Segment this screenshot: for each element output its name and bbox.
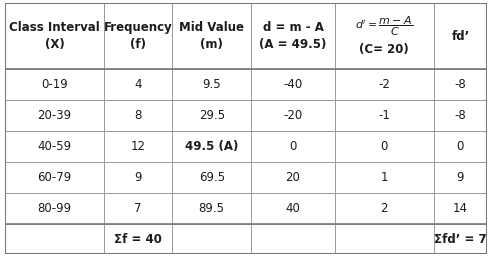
Text: 29.5: 29.5 xyxy=(199,109,225,122)
Text: 20-39: 20-39 xyxy=(37,109,71,122)
Bar xyxy=(251,131,335,162)
Bar xyxy=(5,100,104,131)
Text: Class Interval
(X): Class Interval (X) xyxy=(9,21,100,51)
Bar xyxy=(172,162,251,193)
Text: $d' = \dfrac{m-A}{C}$: $d' = \dfrac{m-A}{C}$ xyxy=(355,14,413,38)
Bar xyxy=(251,3,335,69)
Text: 20: 20 xyxy=(285,171,301,184)
Bar xyxy=(104,3,172,69)
Bar xyxy=(5,162,104,193)
Bar xyxy=(434,193,487,224)
Text: 40-59: 40-59 xyxy=(37,140,71,153)
Text: 0: 0 xyxy=(289,140,297,153)
Bar xyxy=(335,3,434,69)
Text: 0-19: 0-19 xyxy=(41,78,68,91)
Text: 9: 9 xyxy=(457,171,464,184)
Text: Σfd’ = 7: Σfd’ = 7 xyxy=(434,233,487,246)
Text: 0: 0 xyxy=(381,140,388,153)
Bar xyxy=(434,162,487,193)
Bar xyxy=(104,162,172,193)
Bar xyxy=(434,3,487,69)
Text: -8: -8 xyxy=(455,78,466,91)
Text: -40: -40 xyxy=(283,78,303,91)
Text: 9: 9 xyxy=(134,171,142,184)
Text: Mid Value
(m): Mid Value (m) xyxy=(179,21,244,51)
Bar xyxy=(251,224,335,254)
Bar xyxy=(335,224,434,254)
Text: -20: -20 xyxy=(283,109,303,122)
Text: 2: 2 xyxy=(380,202,388,215)
Text: 9.5: 9.5 xyxy=(202,78,221,91)
Text: -8: -8 xyxy=(455,109,466,122)
Bar xyxy=(5,193,104,224)
Bar xyxy=(251,100,335,131)
Text: Σf = 40: Σf = 40 xyxy=(114,233,162,246)
Bar xyxy=(172,193,251,224)
Text: 0: 0 xyxy=(457,140,464,153)
Bar xyxy=(434,131,487,162)
Bar xyxy=(104,100,172,131)
Bar xyxy=(5,224,104,254)
Bar xyxy=(104,224,172,254)
Text: 80-99: 80-99 xyxy=(37,202,71,215)
Bar xyxy=(172,100,251,131)
Text: 89.5: 89.5 xyxy=(199,202,225,215)
Bar xyxy=(434,224,487,254)
Bar xyxy=(172,3,251,69)
Text: 49.5 (A): 49.5 (A) xyxy=(185,140,239,153)
Bar xyxy=(172,131,251,162)
Text: Frequency
(f): Frequency (f) xyxy=(104,21,173,51)
Bar xyxy=(335,131,434,162)
Text: 1: 1 xyxy=(380,171,388,184)
Bar xyxy=(104,193,172,224)
Bar xyxy=(434,100,487,131)
Bar xyxy=(172,224,251,254)
Bar xyxy=(335,193,434,224)
Text: 14: 14 xyxy=(453,202,468,215)
Bar xyxy=(335,162,434,193)
Text: (C= 20): (C= 20) xyxy=(360,43,409,56)
Bar xyxy=(5,131,104,162)
Text: d = m - A
(A = 49.5): d = m - A (A = 49.5) xyxy=(259,21,327,51)
Bar xyxy=(251,69,335,100)
Bar xyxy=(335,69,434,100)
Text: 8: 8 xyxy=(134,109,142,122)
Bar xyxy=(251,193,335,224)
Text: 7: 7 xyxy=(134,202,142,215)
Bar xyxy=(5,3,104,69)
Text: -1: -1 xyxy=(378,109,390,122)
Bar xyxy=(104,69,172,100)
Text: 40: 40 xyxy=(285,202,301,215)
Text: fd’: fd’ xyxy=(451,30,469,42)
Text: -2: -2 xyxy=(378,78,390,91)
Text: 69.5: 69.5 xyxy=(199,171,225,184)
Bar xyxy=(172,69,251,100)
Text: 4: 4 xyxy=(134,78,142,91)
Bar xyxy=(251,162,335,193)
Text: 60-79: 60-79 xyxy=(37,171,71,184)
Text: 12: 12 xyxy=(131,140,146,153)
Bar xyxy=(104,131,172,162)
Bar xyxy=(5,69,104,100)
Bar xyxy=(335,100,434,131)
Bar xyxy=(434,69,487,100)
